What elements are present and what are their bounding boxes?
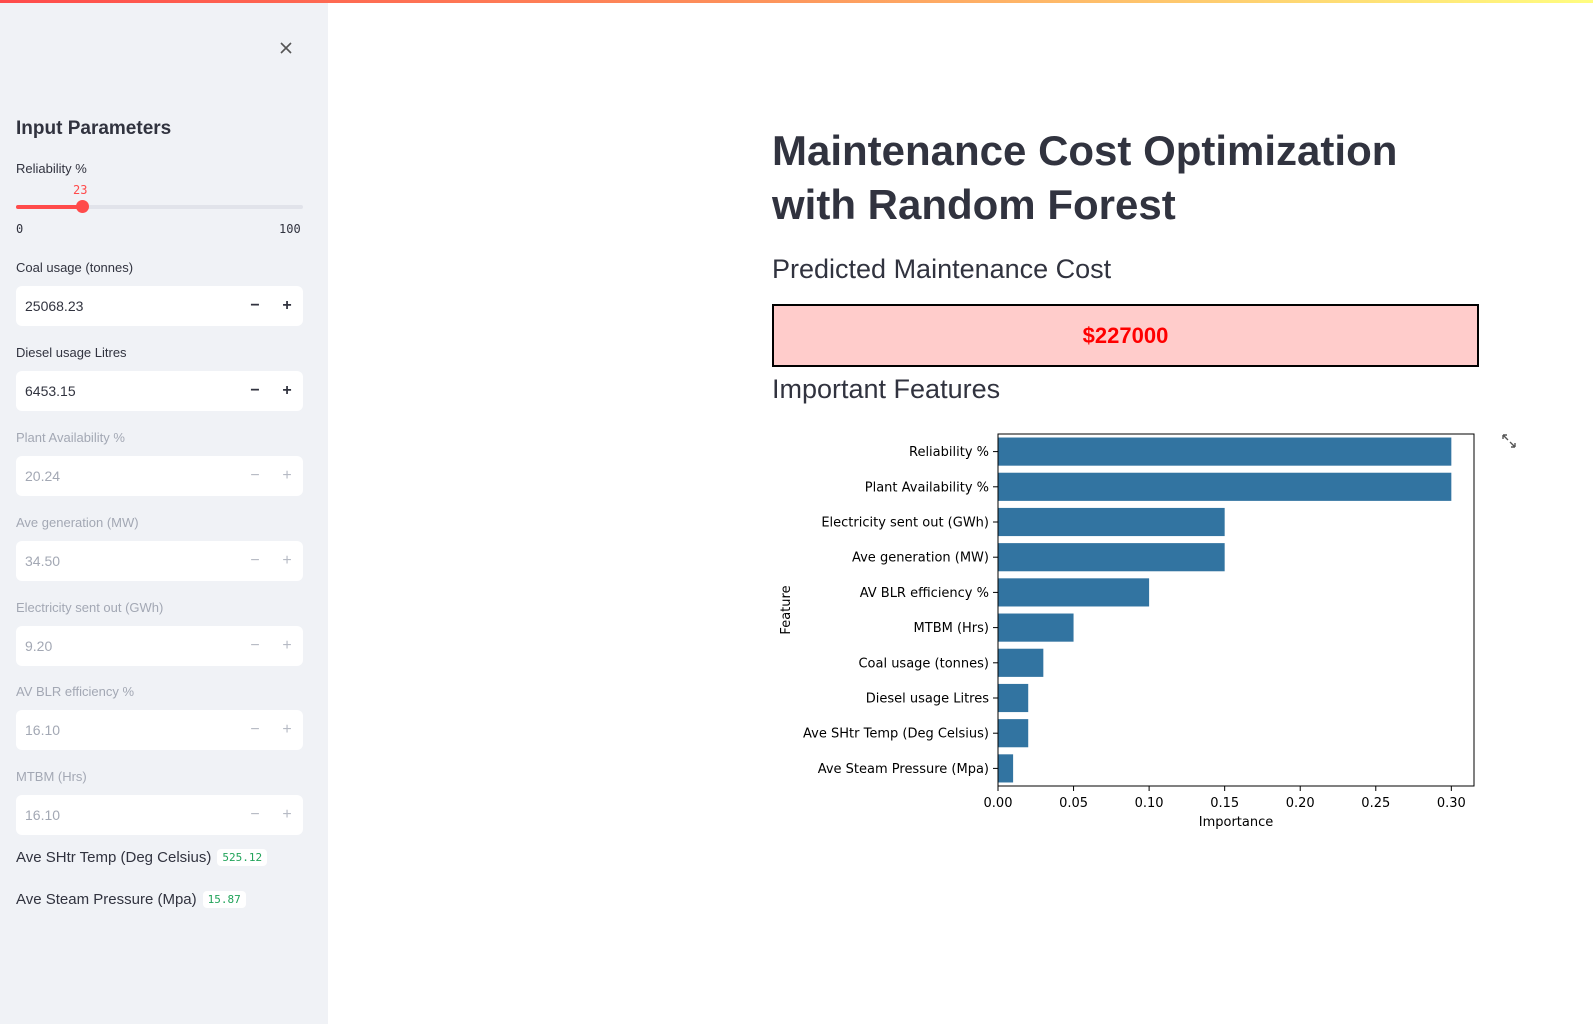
coal-increment-button[interactable]: + xyxy=(282,297,292,314)
y-tick-label: Plant Availability % xyxy=(865,480,989,495)
close-sidebar-button[interactable] xyxy=(272,34,300,62)
y-tick-label: Ave Steam Pressure (Mpa) xyxy=(818,762,989,777)
shtr-temp-metric: Ave SHtr Temp (Deg Celsius) 525.12 xyxy=(16,849,268,866)
av-blr-label: AV BLR efficiency % xyxy=(16,684,135,699)
reliability-label: Reliability % xyxy=(16,161,87,176)
reliability-slider[interactable] xyxy=(16,200,303,213)
x-tick-label: 0.20 xyxy=(1286,796,1315,811)
av-blr-increment-button: + xyxy=(282,721,292,738)
top-decoration-bar xyxy=(0,0,1593,3)
mtbm-input: 16.10 − + xyxy=(16,795,303,835)
coal-input[interactable]: 25068.23 − + xyxy=(16,286,303,326)
x-tick-label: 0.10 xyxy=(1135,796,1164,811)
chart-bar xyxy=(998,719,1029,748)
chart-bar xyxy=(998,683,1029,713)
shtr-temp-badge: 525.12 xyxy=(217,849,268,866)
av-blr-value: 16.10 xyxy=(25,722,61,738)
fullscreen-button[interactable] xyxy=(1497,429,1521,453)
shtr-temp-label: Ave SHtr Temp (Deg Celsius) xyxy=(16,849,212,866)
diesel-label: Diesel usage Litres xyxy=(16,345,127,360)
chart-bar xyxy=(998,648,1044,677)
x-tick-label: 0.15 xyxy=(1210,796,1239,811)
y-tick-label: AV BLR efficiency % xyxy=(860,586,989,601)
y-axis-label: Feature xyxy=(779,585,794,634)
reliability-slider-value: 23 xyxy=(73,183,88,197)
mtbm-label: MTBM (Hrs) xyxy=(16,769,87,784)
x-tick-label: 0.00 xyxy=(984,796,1013,811)
electricity-decrement-button: − xyxy=(250,637,260,654)
slider-max-label: 100 xyxy=(279,222,301,236)
mtbm-increment-button: + xyxy=(282,806,292,823)
plant-availability-value: 20.24 xyxy=(25,468,61,484)
mtbm-value: 16.10 xyxy=(25,807,61,823)
coal-decrement-button[interactable]: − xyxy=(250,297,260,314)
y-tick-label: Electricity sent out (GWh) xyxy=(821,516,989,531)
close-icon xyxy=(280,42,292,54)
chart-bar xyxy=(998,578,1150,607)
chart-bar xyxy=(998,507,1225,537)
steam-pressure-metric: Ave Steam Pressure (Mpa) 15.87 xyxy=(16,891,246,908)
y-tick-label: MTBM (Hrs) xyxy=(914,621,989,636)
slider-min-label: 0 xyxy=(16,222,24,236)
sidebar-title: Input Parameters xyxy=(16,118,172,139)
plant-availability-decrement-button: − xyxy=(250,467,260,484)
x-tick-label: 0.05 xyxy=(1059,796,1088,811)
slider-fill xyxy=(16,205,82,209)
chart-bar xyxy=(998,754,1014,783)
av-blr-decrement-button: − xyxy=(250,721,260,738)
chart-bar xyxy=(998,543,1225,572)
electricity-value: 9.20 xyxy=(25,638,53,654)
av-blr-input: 16.10 − + xyxy=(16,710,303,750)
ave-generation-label: Ave generation (MW) xyxy=(16,515,139,530)
mtbm-decrement-button: − xyxy=(250,806,260,823)
coal-label: Coal usage (tonnes) xyxy=(16,260,134,275)
predicted-cost-heading: Predicted Maintenance Cost xyxy=(772,254,1112,284)
diesel-decrement-button[interactable]: − xyxy=(250,382,260,399)
x-axis-label: Importance xyxy=(1199,815,1274,830)
y-tick-label: Coal usage (tonnes) xyxy=(858,656,989,671)
feature-importance-chart-svg: Reliability % Plant Availability % Electri… xyxy=(779,433,1475,830)
x-tick-label: 0.25 xyxy=(1361,796,1390,811)
electricity-label: Electricity sent out (GWh) xyxy=(16,600,164,615)
steam-pressure-badge: 15.87 xyxy=(202,891,246,908)
plot-frame xyxy=(997,433,1475,787)
slider-thumb[interactable] xyxy=(76,200,89,213)
chart-bar xyxy=(998,613,1074,642)
y-tick-label: Reliability % xyxy=(909,445,989,460)
x-tick-label: 0.30 xyxy=(1437,796,1466,811)
chart-bar xyxy=(998,437,1452,466)
predicted-cost-value: $227000 xyxy=(1082,322,1169,348)
y-tick-label: Diesel usage Litres xyxy=(866,692,990,707)
sidebar: Input Parameters Reliability % 23 0 100 … xyxy=(0,0,328,1024)
electricity-increment-button: + xyxy=(282,637,292,654)
ave-generation-increment-button: + xyxy=(282,552,292,569)
plant-availability-increment-button: + xyxy=(282,467,292,484)
chart-bar xyxy=(998,472,1452,501)
ave-generation-input: 34.50 − + xyxy=(16,541,303,581)
predicted-cost-box: $227000 xyxy=(772,304,1479,367)
important-features-heading: Important Features xyxy=(772,374,1001,404)
page-title: Maintenance Cost Optimization with Rando… xyxy=(772,127,1398,228)
feature-importance-chart: Reliability % Plant Availability % Electri… xyxy=(772,426,1492,836)
diesel-increment-button[interactable]: + xyxy=(282,382,292,399)
ave-generation-decrement-button: − xyxy=(250,552,260,569)
electricity-input: 9.20 − + xyxy=(16,626,303,666)
coal-value[interactable]: 25068.23 xyxy=(25,298,84,314)
ave-generation-value: 34.50 xyxy=(25,553,61,569)
y-tick-label: Ave SHtr Temp (Deg Celsius) xyxy=(803,727,989,742)
expand-icon xyxy=(1502,434,1516,448)
diesel-input[interactable]: 6453.15 − + xyxy=(16,371,303,411)
plant-availability-label: Plant Availability % xyxy=(16,430,125,445)
steam-pressure-label: Ave Steam Pressure (Mpa) xyxy=(16,891,197,908)
diesel-value[interactable]: 6453.15 xyxy=(25,383,76,399)
plant-availability-input: 20.24 − + xyxy=(16,456,303,496)
y-tick-label: Ave generation (MW) xyxy=(852,551,989,566)
